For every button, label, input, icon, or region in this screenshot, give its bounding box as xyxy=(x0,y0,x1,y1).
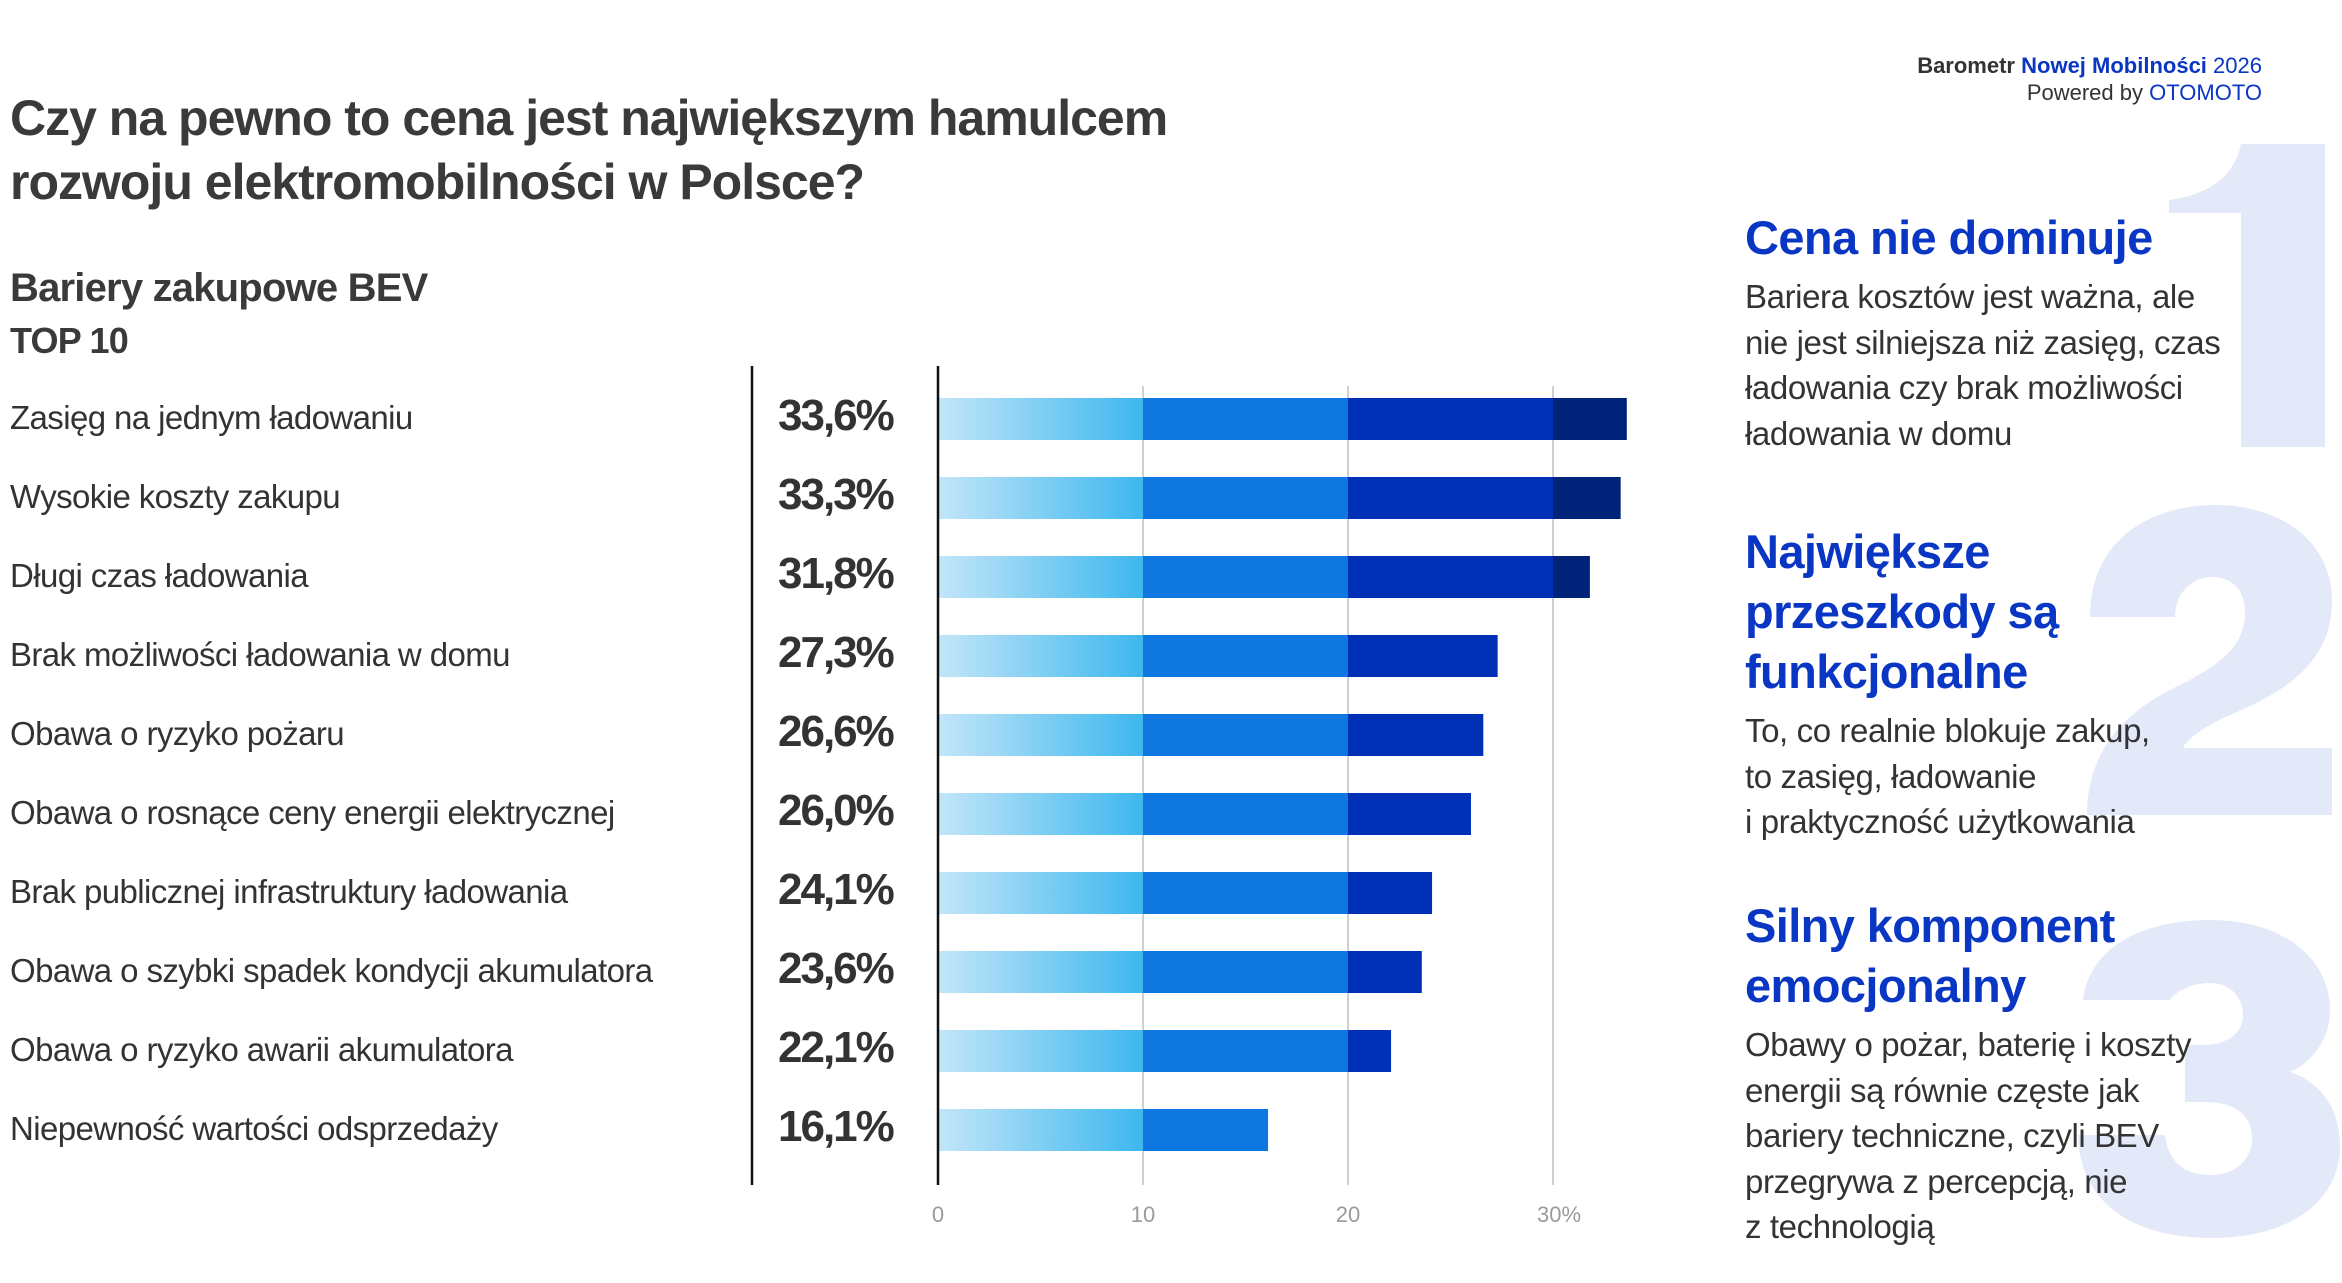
category-label: Niepewność wartości odsprzedaży xyxy=(10,1110,498,1147)
insight-3-heading: Silny komponent emocjonalny xyxy=(1745,899,2115,1012)
bar-7 xyxy=(938,872,1433,914)
page-title-line-2: rozwoju elektromobilności w Polsce? xyxy=(10,154,865,210)
bar-1 xyxy=(938,398,1627,440)
brand-year: 2026 xyxy=(2213,53,2262,78)
bar-4-segment-2 xyxy=(1143,635,1348,677)
bar-7-segment-2 xyxy=(1143,872,1348,914)
category-label: Obawa o ryzyko awarii akumulatora xyxy=(10,1031,514,1068)
big-number-1 xyxy=(2169,144,2325,447)
bar-9-segment-3 xyxy=(1348,1030,1392,1072)
bar-4-segment-3 xyxy=(1348,635,1498,677)
brand-header: Barometr Nowej Mobilności 2026 Powered b… xyxy=(1917,52,2262,106)
chart-subtitle-top10: TOP 10 xyxy=(10,320,129,361)
bar-9-segment-2 xyxy=(1143,1030,1348,1072)
value-label: 16,1% xyxy=(778,1102,895,1151)
big-number-2 xyxy=(2087,505,2332,815)
bar-4 xyxy=(938,635,1498,677)
bar-10-segment-1 xyxy=(938,1109,1143,1151)
bar-5-segment-2 xyxy=(1143,714,1348,756)
bar-1-segment-3 xyxy=(1348,398,1553,440)
bar-10-segment-2 xyxy=(1143,1109,1269,1151)
category-label: Długi czas ładowania xyxy=(10,557,309,594)
bar-7-segment-3 xyxy=(1348,872,1433,914)
value-label: 26,0% xyxy=(778,786,895,835)
insight-1-body: Bariera kosztów jest ważna, ale nie jest… xyxy=(1745,278,2221,452)
bar-10 xyxy=(938,1109,1269,1151)
bar-1-segment-2 xyxy=(1143,398,1348,440)
bar-9-segment-1 xyxy=(938,1030,1143,1072)
category-label: Brak możliwości ładowania w domu xyxy=(10,636,510,673)
bar-5-segment-1 xyxy=(938,714,1143,756)
brand-otomoto: OTOMOTO xyxy=(2149,80,2262,105)
bar-8-segment-1 xyxy=(938,951,1143,993)
bar-8 xyxy=(938,951,1422,993)
x-tick-label-10: 10 xyxy=(1131,1202,1155,1227)
bar-3-segment-3 xyxy=(1348,556,1553,598)
x-tick-label-0: 0 xyxy=(932,1202,944,1227)
bar-2-segment-3 xyxy=(1348,477,1553,519)
value-label: 26,6% xyxy=(778,707,895,756)
page-title-line-1: Czy na pewno to cena jest największym ha… xyxy=(10,90,1168,146)
bar-6 xyxy=(938,793,1471,835)
category-label: Obawa o ryzyko pożaru xyxy=(10,715,345,752)
value-label: 33,3% xyxy=(778,470,895,519)
value-label: 23,6% xyxy=(778,944,895,993)
value-label: 27,3% xyxy=(778,628,895,677)
value-label: 33,6% xyxy=(778,391,895,440)
bar-7-segment-1 xyxy=(938,872,1143,914)
bar-8-segment-2 xyxy=(1143,951,1348,993)
page-title: Czy na pewno to cena jest największym ha… xyxy=(10,86,1168,214)
insight-2-body: To, co realnie blokuje zakup, to zasięg,… xyxy=(1745,712,2150,840)
bar-3 xyxy=(938,556,1590,598)
brand-barometr: Barometr xyxy=(1917,53,2015,78)
bar-6-segment-2 xyxy=(1143,793,1348,835)
insight-3-body: Obawy o pożar, baterię i koszty energii … xyxy=(1745,1026,2192,1245)
insight-2: Największe przeszkody są funkcjonalne To… xyxy=(1745,522,2305,845)
bar-1-segment-4 xyxy=(1553,398,1627,440)
category-label: Wysokie koszty zakupu xyxy=(10,478,341,515)
insight-3: Silny komponent emocjonalny Obawy o poża… xyxy=(1745,896,2305,1250)
bar-3-segment-2 xyxy=(1143,556,1348,598)
category-label: Obawa o szybki spadek kondycji akumulato… xyxy=(10,952,653,989)
category-label: Obawa o rosnące ceny energii elektryczne… xyxy=(10,794,615,831)
insight-2-heading: Największe przeszkody są funkcjonalne xyxy=(1745,525,2059,698)
bar-5-segment-3 xyxy=(1348,714,1484,756)
value-label: 31,8% xyxy=(778,549,895,598)
category-label: Zasięg na jednym ładowaniu xyxy=(10,399,413,436)
bar-1-segment-1 xyxy=(938,398,1143,440)
bar-5 xyxy=(938,714,1484,756)
bar-2-segment-4 xyxy=(1553,477,1621,519)
bar-9 xyxy=(938,1030,1392,1072)
bar-2-segment-2 xyxy=(1143,477,1348,519)
powered-by: Powered by xyxy=(2026,80,2144,105)
bar-6-segment-1 xyxy=(938,793,1143,835)
bar-6-segment-3 xyxy=(1348,793,1471,835)
bar-3-segment-4 xyxy=(1553,556,1590,598)
bar-4-segment-1 xyxy=(938,635,1143,677)
bar-8-segment-3 xyxy=(1348,951,1422,993)
x-tick-label-30: 30% xyxy=(1537,1202,1581,1227)
x-tick-label-20: 20 xyxy=(1336,1202,1360,1227)
insight-1: Cena nie dominuje Bariera kosztów jest w… xyxy=(1745,208,2305,456)
category-label: Brak publicznej infrastruktury ładowania xyxy=(10,873,568,910)
bar-2 xyxy=(938,477,1621,519)
brand-nowej-mobilnosci: Nowej Mobilności xyxy=(2021,53,2207,78)
value-label: 24,1% xyxy=(778,865,895,914)
insight-1-heading: Cena nie dominuje xyxy=(1745,211,2153,264)
value-label: 22,1% xyxy=(778,1023,895,1072)
chart-subtitle: Bariery zakupowe BEV xyxy=(10,266,428,310)
bar-2-segment-1 xyxy=(938,477,1143,519)
bar-3-segment-1 xyxy=(938,556,1143,598)
big-number-3 xyxy=(2078,920,2340,1238)
